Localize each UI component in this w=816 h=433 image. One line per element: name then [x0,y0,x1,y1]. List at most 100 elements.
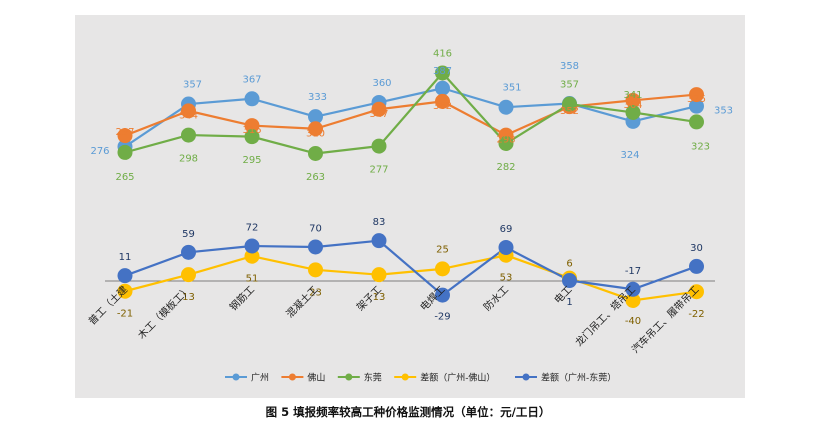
series-0-point-9 [689,98,704,114]
category-label-2: 钢筋工 [227,283,257,313]
series-3-label-2: 51 [246,274,259,285]
series-1-line [124,93,697,137]
series-4-point-8 [625,281,641,297]
category-label-0: 普工（土建 [86,283,131,328]
series-4-label-0: 11 [119,252,132,263]
series-2-line [124,71,697,155]
series-2-label-4: 277 [369,165,388,176]
series-1-point-3 [308,121,323,137]
series-1-label-5: 362 [433,101,452,112]
series-0-point-5 [435,80,450,96]
series-2-point-4 [371,138,387,154]
line-chart: 276 357 367 333 360 387 351 358 324 353 297 344 316 3… [86,49,733,384]
series-0-label-7: 358 [560,61,579,72]
chart-area: 276 357 367 333 360 387 351 358 324 353 297 344 316 3… [75,15,745,398]
series-2-point-0 [117,144,133,160]
series-3-label-5: 25 [436,244,449,255]
series-4-point-6 [498,239,514,255]
series-2-point-3 [308,145,323,161]
series-4-label-3: 70 [309,223,322,234]
series-3-point-0 [117,283,133,299]
series-0-label-3: 333 [308,92,327,103]
series-2-label-8: 341 [623,90,642,101]
series-3-label-0: -21 [117,309,133,320]
legend-swatch-marker-2 [345,373,353,381]
series-2-label-9: 323 [691,141,710,152]
legend-label-2: 东莞 [364,372,382,384]
series-2-label-3: 263 [306,172,325,183]
series-3-point-9 [689,284,704,300]
series-3-point-1 [181,267,196,283]
series-4-point-7 [562,273,577,289]
series-3-line [124,254,697,302]
series-2-point-5 [435,65,450,81]
series-0-line [124,87,697,148]
category-label-1: 木工（模板工） [135,283,194,342]
series-3-point-5 [435,261,450,277]
series-2-point-6 [498,135,514,151]
series-1-label-3: 310 [306,128,325,139]
series-0-point-3 [308,109,323,125]
series-1-point-5 [435,93,450,109]
series-2-label-5: 416 [433,49,452,60]
series-3-label-8: -40 [625,316,641,327]
series-2-point-1 [181,127,196,143]
series-0-point-6 [498,99,514,115]
series-2-point-8 [625,104,641,120]
category-label-3: 混凝土工 [283,283,320,320]
series-3-label-4: 13 [373,292,386,303]
legend-item-0: 广州 [225,372,269,384]
series-2-label-0: 265 [115,172,134,183]
series-1-point-9 [689,87,704,103]
series-0-point-2 [244,91,260,107]
legend-label-1: 佛山 [307,372,325,384]
series-3-point-8 [625,292,641,308]
legend-swatch-marker-4 [522,373,530,381]
series-1-label-6: 298 [496,135,515,146]
series-0-label-9: 353 [714,106,733,117]
legend-label-0: 广州 [251,372,269,384]
series-3-label-3: 23 [309,287,322,298]
series-0-label-8: 324 [620,150,639,161]
series-1-point-4 [371,101,387,117]
legend-label-3: 差额（广州-佛山） [420,372,495,384]
series-0-label-5: 387 [433,66,452,77]
series-1-label-1: 344 [179,110,198,121]
series-2-point-9 [689,114,704,130]
series-3-point-4 [371,267,387,283]
series-4-label-8: -17 [625,266,641,277]
series-2-point-2 [244,129,260,145]
series-4-label-1: 59 [182,229,195,240]
series-1-label-2: 316 [242,125,261,136]
legend-swatch-marker-1 [288,373,296,381]
series-1-point-2 [244,118,260,134]
series-4-point-1 [181,244,196,260]
series-1-point-0 [117,128,133,144]
series-0-label-4: 360 [372,78,391,89]
series-4-label-6: 69 [500,224,513,235]
series-1-label-8: 364 [623,100,642,111]
series-1-label-9: 375 [687,94,706,105]
legend-swatch-marker-0 [232,373,240,381]
series-1-label-4: 347 [369,109,388,120]
series-2-label-6: 282 [496,162,515,173]
series-1-point-8 [625,92,641,108]
series-2-label-1: 298 [179,154,198,165]
legend-item-4: 差额（广州-东莞） [515,372,616,384]
series-1-label-0: 297 [115,127,134,138]
series-0-label-1: 357 [183,80,202,91]
series-4-point-0 [117,268,133,284]
figure-caption: 图 5 填报频率较高工种价格监测情况（单位：元/工日） [265,405,551,419]
series-3-label-9: -22 [688,309,704,320]
series-4-label-7: 1 [566,297,572,308]
series-0-label-0: 276 [90,146,109,157]
series-4-point-2 [244,238,260,254]
series-4-point-9 [689,258,704,274]
series-4-label-5: -29 [434,312,450,323]
legend-item-3: 差额（广州-佛山） [394,372,495,384]
series-1-point-1 [181,103,196,119]
legend-swatch-marker-3 [401,373,409,381]
series-3-point-3 [308,262,323,278]
series-4-point-4 [371,233,387,249]
legend-item-2: 东莞 [337,372,382,384]
